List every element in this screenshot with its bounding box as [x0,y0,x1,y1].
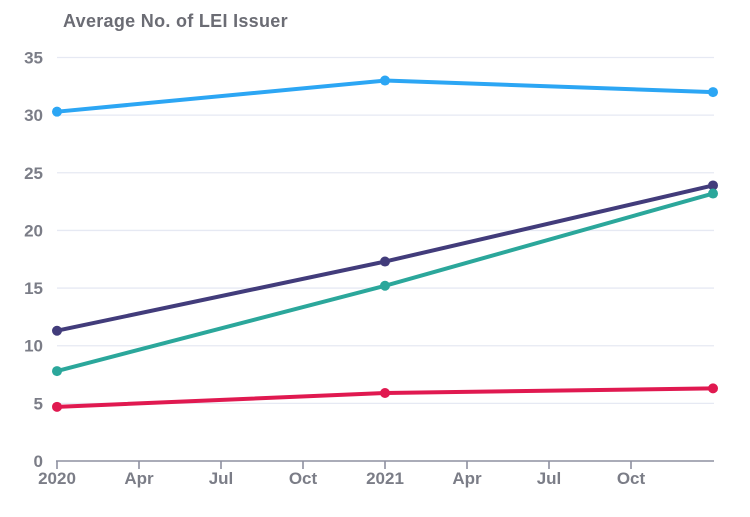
dark-indigo-series-point [708,180,718,191]
x-axis-tick-label: 2021 [366,469,404,488]
light-blue-series-point [52,106,62,117]
chart-title: Average No. of LEI Issuer [63,11,288,31]
teal-series-point [380,280,390,291]
x-axis-tick-label: Jul [209,469,234,488]
x-axis-tick-label: Oct [617,469,646,488]
x-axis-tick-label: Apr [452,469,482,488]
light-blue-series-point [380,75,390,86]
teal-series-point [52,366,62,377]
x-axis-tick-label: Oct [289,469,318,488]
y-axis-tick-label: 15 [24,279,43,298]
dark-indigo-series-point [52,325,62,336]
teal-series-point [708,188,718,199]
x-axis-tick-label: Apr [124,469,154,488]
x-axis-tick-label: 2020 [38,469,76,488]
x-axis-tick-label: Jul [537,469,562,488]
dark-indigo-series-point [380,256,390,267]
crimson-series-point [52,401,62,412]
crimson-series-point [380,387,390,398]
y-axis-tick-label: 0 [34,452,43,471]
y-axis-tick-label: 35 [24,49,43,68]
y-axis-tick-label: 30 [24,106,43,125]
crimson-series-point [708,383,718,394]
light-blue-series-point [708,87,718,98]
y-axis-tick-label: 25 [24,164,43,183]
y-axis-tick-label: 20 [24,221,43,240]
y-axis-tick-label: 10 [24,337,43,356]
y-axis-tick-label: 5 [34,394,43,413]
